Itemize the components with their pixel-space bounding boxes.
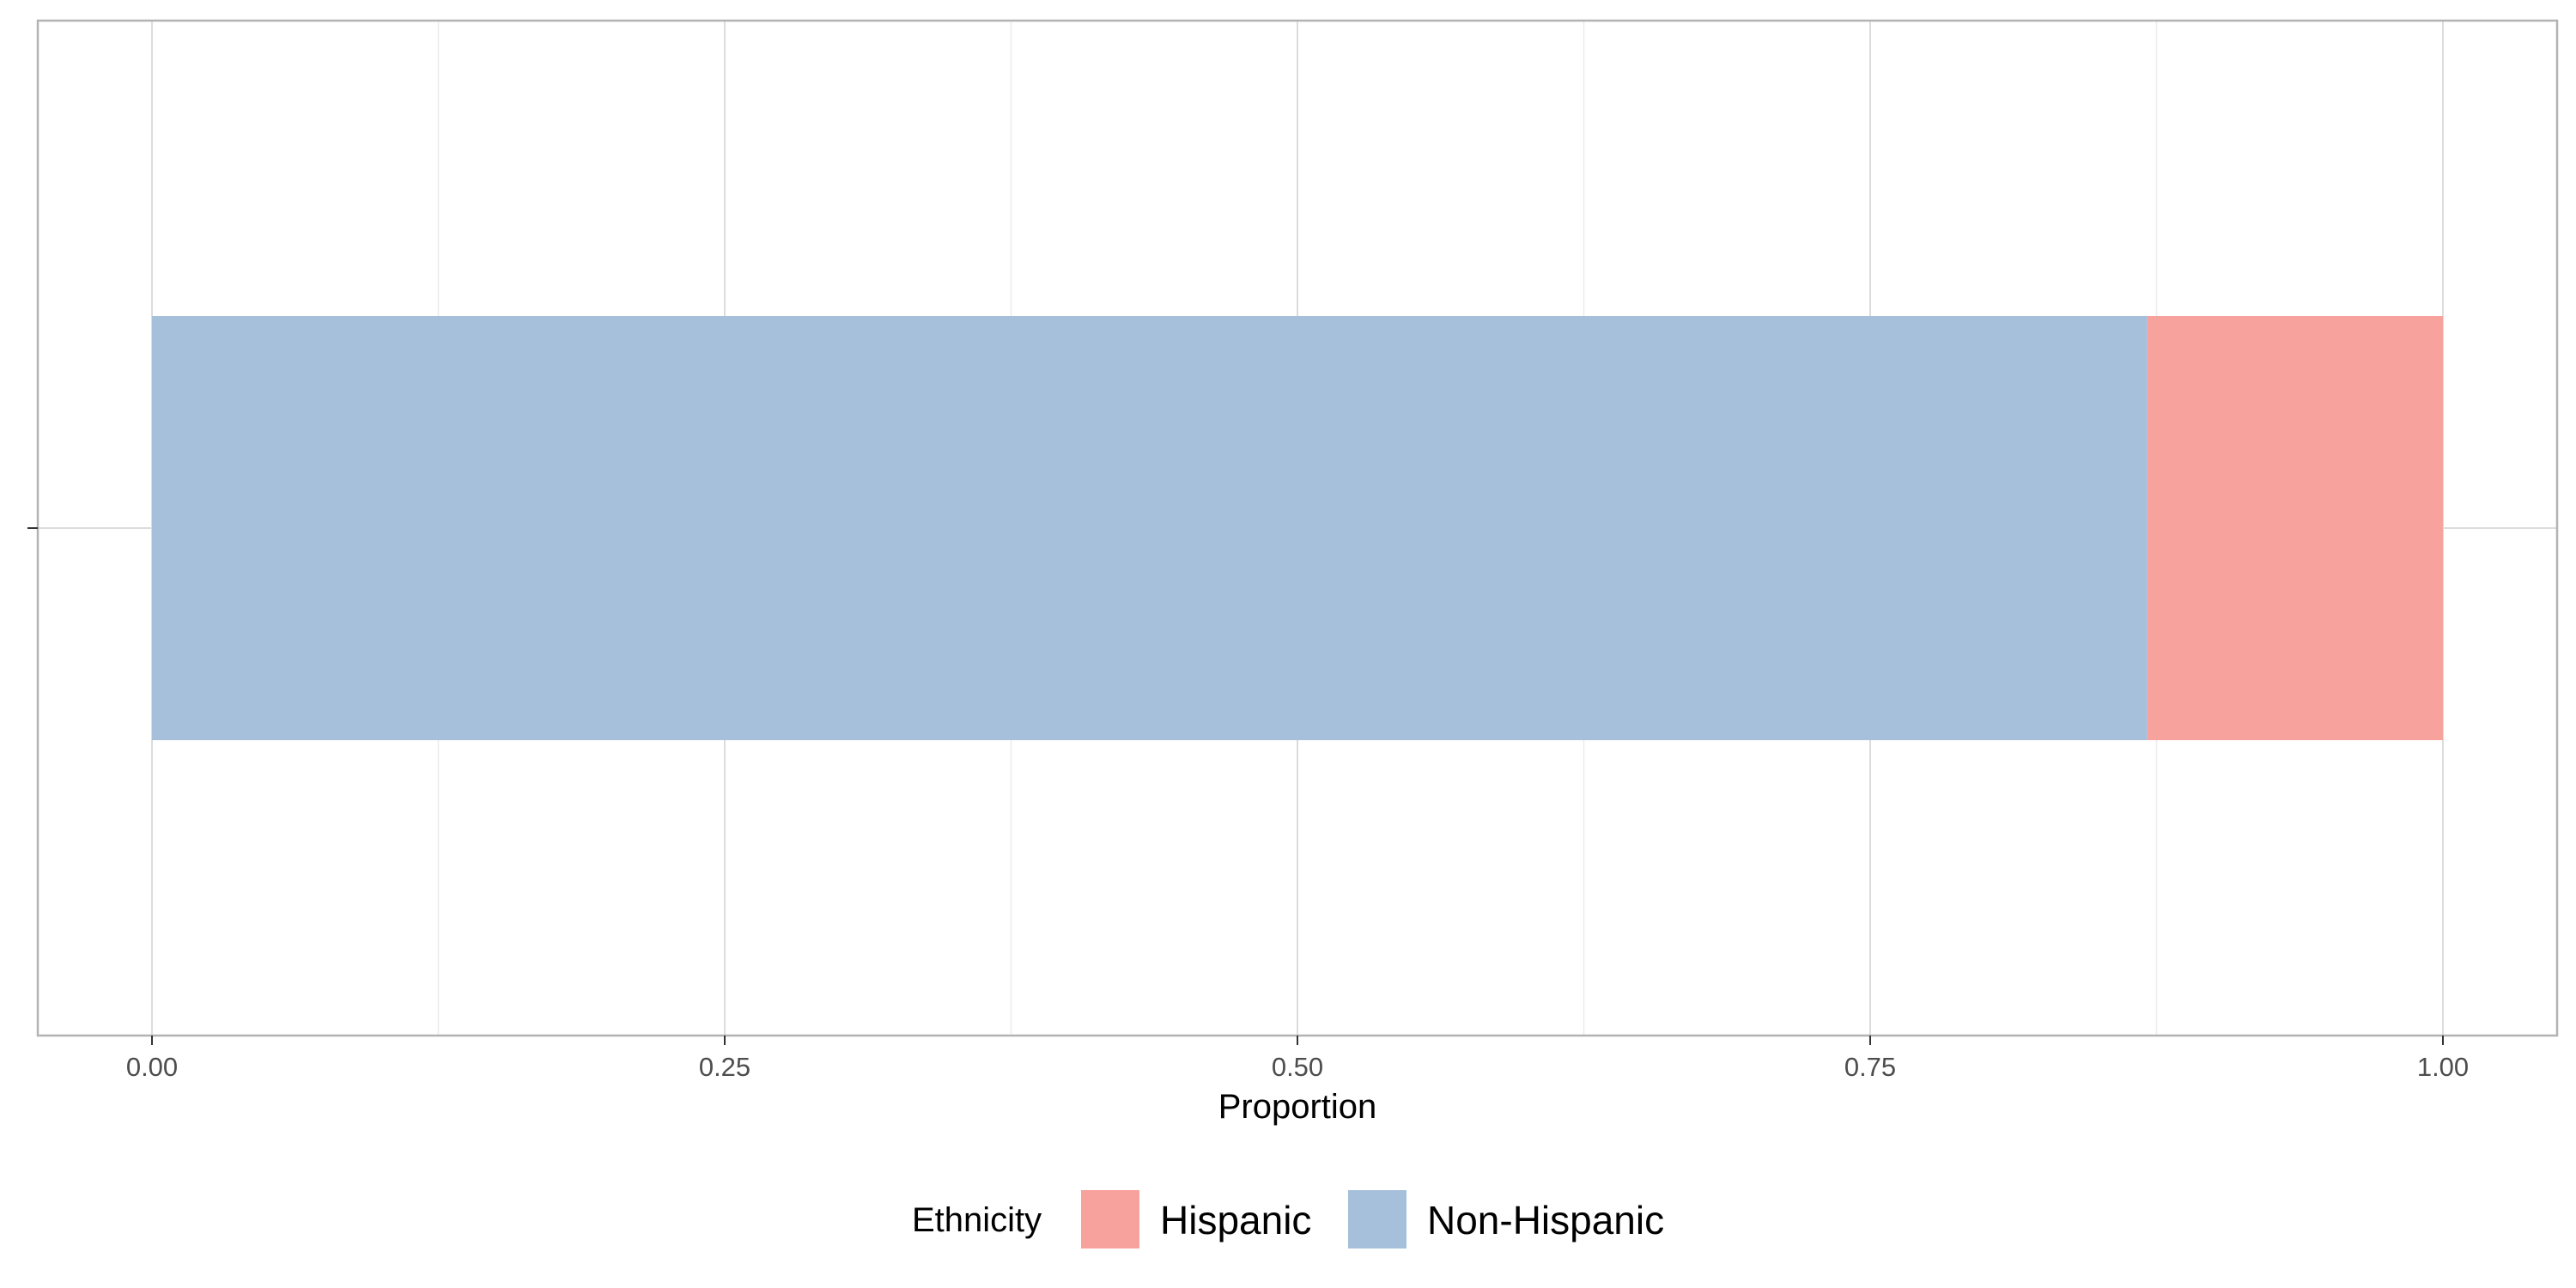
legend-swatch-non-hispanic	[1348, 1190, 1406, 1249]
x-tick-label: 0.00	[126, 1052, 178, 1082]
legend-label-hispanic: Hispanic	[1160, 1198, 1311, 1242]
legend-swatch-hispanic	[1081, 1190, 1139, 1249]
x-tick-label: 0.75	[1844, 1052, 1896, 1082]
bar-hispanic	[2147, 316, 2443, 740]
bar-layer	[152, 316, 2443, 740]
x-tick-label: 0.50	[1272, 1052, 1323, 1082]
legend-title: Ethnicity	[912, 1201, 1042, 1239]
bar-non-hispanic	[152, 316, 2148, 740]
x-axis-title: Proportion	[1218, 1088, 1377, 1126]
x-tick-label: 0.25	[699, 1052, 750, 1082]
x-tick-label: 1.00	[2417, 1052, 2469, 1082]
legend: Ethnicity Hispanic Non-Hispanic	[912, 1190, 1664, 1249]
legend-label-non-hispanic: Non-Hispanic	[1427, 1198, 1664, 1242]
x-axis-ticks: 0.00 0.25 0.50 0.75 1.00	[126, 1036, 2469, 1082]
